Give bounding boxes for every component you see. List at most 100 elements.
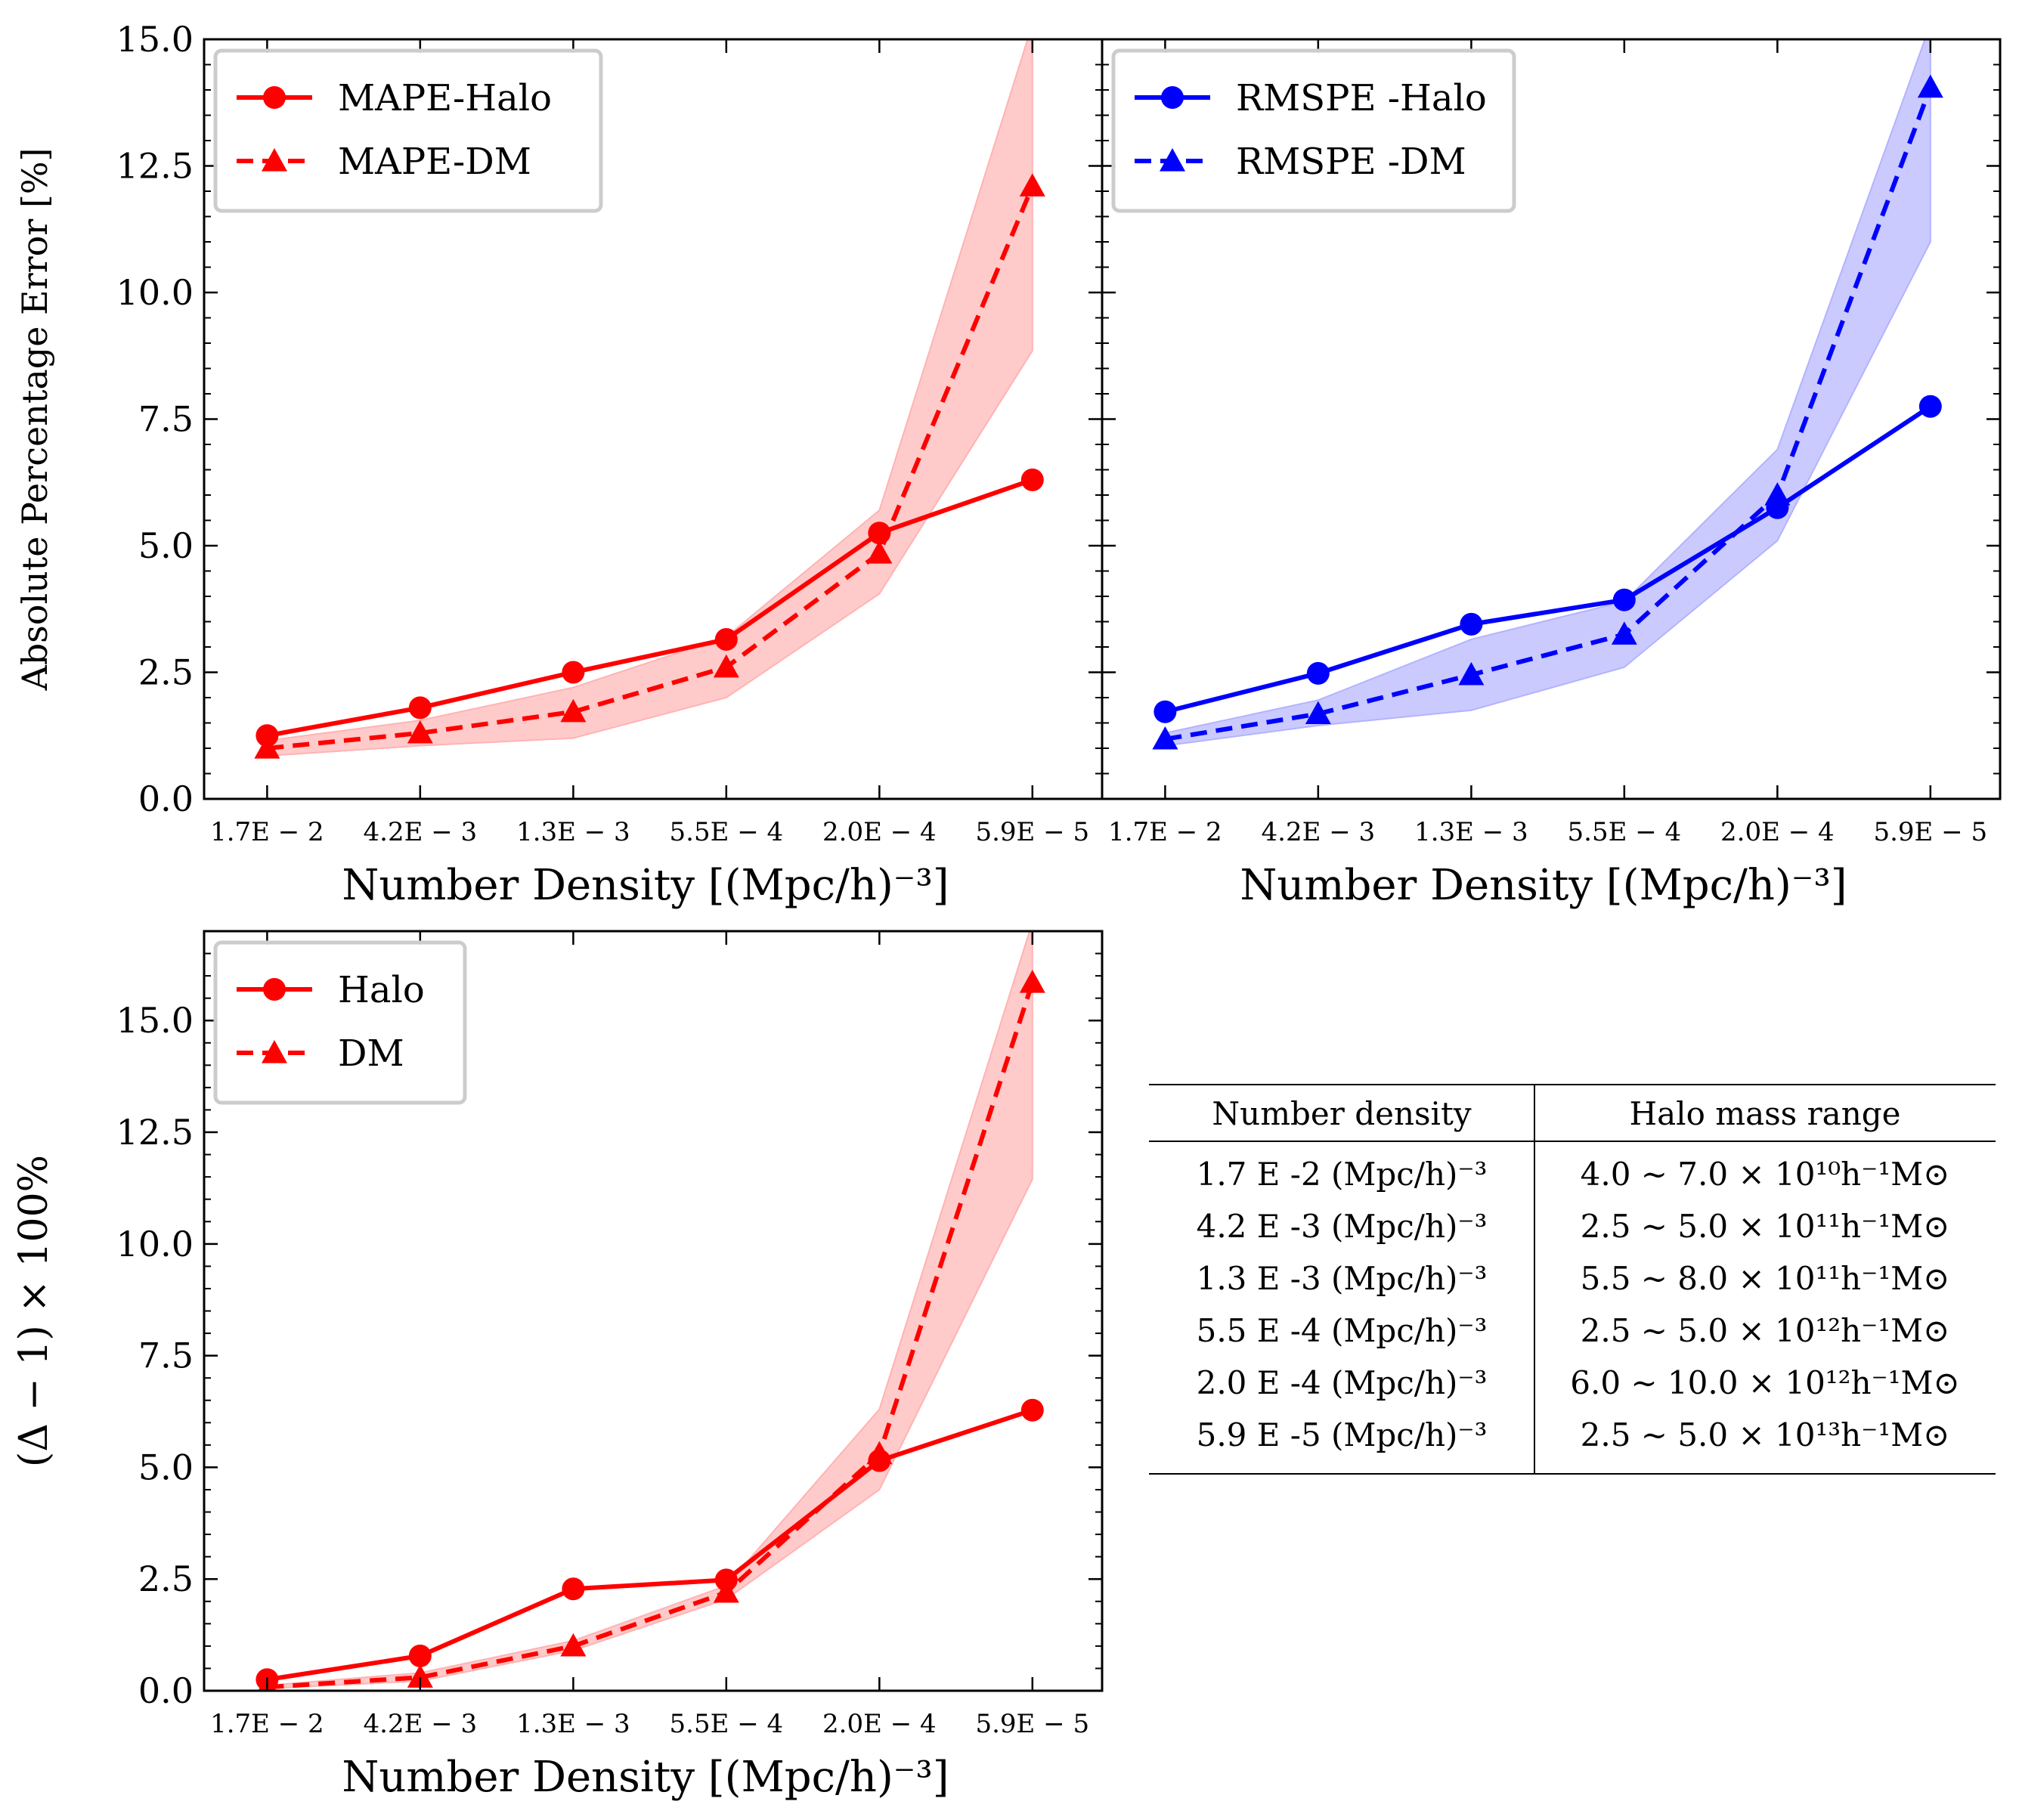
legend-label-0: RMSPE -Halo (1236, 77, 1487, 119)
x-tick-label: 2.0E − 4 (822, 1709, 937, 1739)
table-cell-density: 5.9 E -5 (Mpc/h)⁻³ (1197, 1416, 1488, 1453)
plot-area (1152, 39, 1943, 750)
x-axis-title: Number Density [(Mpc/h)⁻³] (342, 861, 949, 910)
x-tick-label: 1.7E − 2 (1108, 817, 1222, 847)
table-cell-density: 1.3 E -3 (Mpc/h)⁻³ (1197, 1260, 1488, 1297)
table-cell-mass: 4.0 ∼ 7.0 × 10¹⁰h⁻¹M⊙ (1581, 1156, 1950, 1193)
y-tick-label: 7.5 (138, 399, 194, 440)
table-cell-mass: 6.0 ∼ 10.0 × 10¹²h⁻¹M⊙ (1570, 1364, 1959, 1401)
x-axis-title: Number Density [(Mpc/h)⁻³] (1240, 861, 1847, 910)
series-line-1 (1164, 86, 1933, 741)
y-tick-label: 0.0 (138, 1670, 194, 1711)
data-point-triangle (1019, 969, 1045, 993)
table-header-density: Number density (1212, 1095, 1471, 1132)
legend-marker-triangle (262, 148, 287, 172)
table-cell-mass: 2.5 ∼ 5.0 × 10¹³h⁻¹M⊙ (1581, 1416, 1950, 1453)
y-tick-label: 15.0 (116, 1000, 194, 1041)
data-point-circle (1306, 661, 1330, 685)
legend-marker-circle (1161, 86, 1184, 109)
data-point-circle (408, 696, 432, 720)
series-line-0 (266, 1407, 1033, 1682)
legend-label-0: Halo (338, 969, 425, 1011)
data-point-triangle (866, 540, 893, 564)
legend-marker-triangle (1160, 148, 1185, 172)
data-point-triangle (1305, 701, 1331, 725)
legend-marker-circle (263, 86, 286, 109)
data-point-triangle (407, 1664, 433, 1688)
y-tick-label: 7.5 (138, 1336, 194, 1376)
x-tick-label: 1.3E − 3 (1414, 817, 1528, 847)
table-header-mass: Halo mass range (1630, 1095, 1901, 1132)
data-point-triangle (713, 654, 739, 678)
table-cell-density: 1.7 E -2 (Mpc/h)⁻³ (1197, 1156, 1488, 1193)
y-tick-label: 0.0 (138, 778, 194, 819)
table-cell-density: 2.0 E -4 (Mpc/h)⁻³ (1197, 1364, 1488, 1401)
y-tick-label: 10.0 (116, 1224, 194, 1264)
table-body: 1.7 E -2 (Mpc/h)⁻³ 4.0 ∼ 7.0 × 10¹⁰h⁻¹M⊙ 4… (1197, 1156, 1960, 1453)
series-line-0 (266, 478, 1033, 738)
y-tick-label: 12.5 (116, 1112, 194, 1153)
halo-mass-table: Number density Halo mass range 1.7 E -2 … (1149, 1084, 1996, 1475)
x-tick-label: 5.9E − 5 (975, 817, 1089, 847)
x-tick-label: 5.9E − 5 (975, 1709, 1089, 1739)
y-tick-label: 12.5 (116, 146, 194, 187)
x-tick-label: 5.5E − 4 (1568, 817, 1682, 847)
data-point-triangle (407, 720, 433, 744)
y-tick-label: 15.0 (116, 19, 194, 60)
data-point-triangle (1019, 173, 1045, 197)
table-cell-density: 5.5 E -4 (Mpc/h)⁻³ (1197, 1312, 1488, 1349)
data-point-circle (1153, 700, 1177, 723)
x-axis-title: Number Density [(Mpc/h)⁻³] (342, 1753, 949, 1802)
confidence-band-1 (266, 39, 1033, 757)
legend-box (213, 940, 467, 1105)
panel-delta: 1.7E − 2 4.2E − 3 1.3E − 3 5.5E − 4 2.0E − 4… (11, 930, 1104, 1802)
x-tick-label: 5.5E − 4 (670, 1709, 784, 1739)
x-tick-label: 1.7E − 2 (210, 817, 324, 847)
data-point-circle (1020, 468, 1044, 491)
table-cell-density: 4.2 E -3 (Mpc/h)⁻³ (1197, 1208, 1488, 1245)
data-point-circle (408, 1644, 432, 1667)
y-axis-title: Absolute Percentage Error [%] (14, 147, 55, 691)
table-cell-mass: 2.5 ∼ 5.0 × 10¹²h⁻¹M⊙ (1581, 1312, 1950, 1349)
x-tick-label: 2.0E − 4 (1720, 817, 1835, 847)
x-tick-label: 2.0E − 4 (822, 817, 937, 847)
data-point-triangle (713, 1579, 739, 1603)
data-point-triangle (866, 1441, 893, 1465)
legend-box (1111, 48, 1516, 213)
x-tick-label: 1.7E − 2 (210, 1709, 324, 1739)
confidence-band-1 (1164, 39, 1931, 747)
legend-box (213, 48, 603, 213)
data-point-circle (1020, 1398, 1044, 1422)
y-tick-label: 2.5 (138, 652, 194, 693)
y-tick-label: 5.0 (138, 1447, 194, 1487)
x-tick-label: 1.3E − 3 (516, 1709, 630, 1739)
legend-marker-triangle (262, 1040, 287, 1063)
y-tick-label: 5.0 (138, 525, 194, 566)
data-point-triangle (560, 698, 587, 723)
data-point-triangle (1917, 74, 1943, 98)
x-tick-label: 1.3E − 3 (516, 817, 630, 847)
data-point-triangle (1764, 482, 1791, 506)
panel-mape: 1.7E − 2 4.2E − 3 1.3E − 3 5.5E − 4 2.0E − 4… (14, 19, 1104, 910)
legend-label-1: MAPE-DM (338, 141, 531, 183)
data-point-circle (1460, 612, 1483, 636)
legend-label-1: RMSPE -DM (1236, 141, 1466, 183)
legend-label-1: DM (338, 1032, 404, 1075)
table-cell-mass: 2.5 ∼ 5.0 × 10¹¹h⁻¹M⊙ (1581, 1208, 1950, 1245)
legend-label-0: MAPE-Halo (338, 77, 552, 119)
x-tick-label: 5.9E − 5 (1873, 817, 1987, 847)
data-point-circle (1612, 588, 1636, 611)
x-tick-label: 4.2E − 3 (364, 817, 478, 847)
data-point-circle (1918, 395, 1942, 418)
y-axis-title: (Δ − 1) × 100% (11, 1155, 57, 1467)
data-point-circle (714, 627, 738, 651)
series-line-1 (267, 982, 1035, 1690)
series-line-1 (267, 185, 1035, 751)
plot-area (254, 39, 1045, 759)
x-tick-label: 4.2E − 3 (364, 1709, 478, 1739)
table-cell-mass: 5.5 ∼ 8.0 × 10¹¹h⁻¹M⊙ (1581, 1260, 1950, 1297)
y-tick-label: 2.5 (138, 1558, 194, 1599)
data-point-triangle (560, 1633, 587, 1657)
data-point-triangle (1611, 621, 1637, 645)
